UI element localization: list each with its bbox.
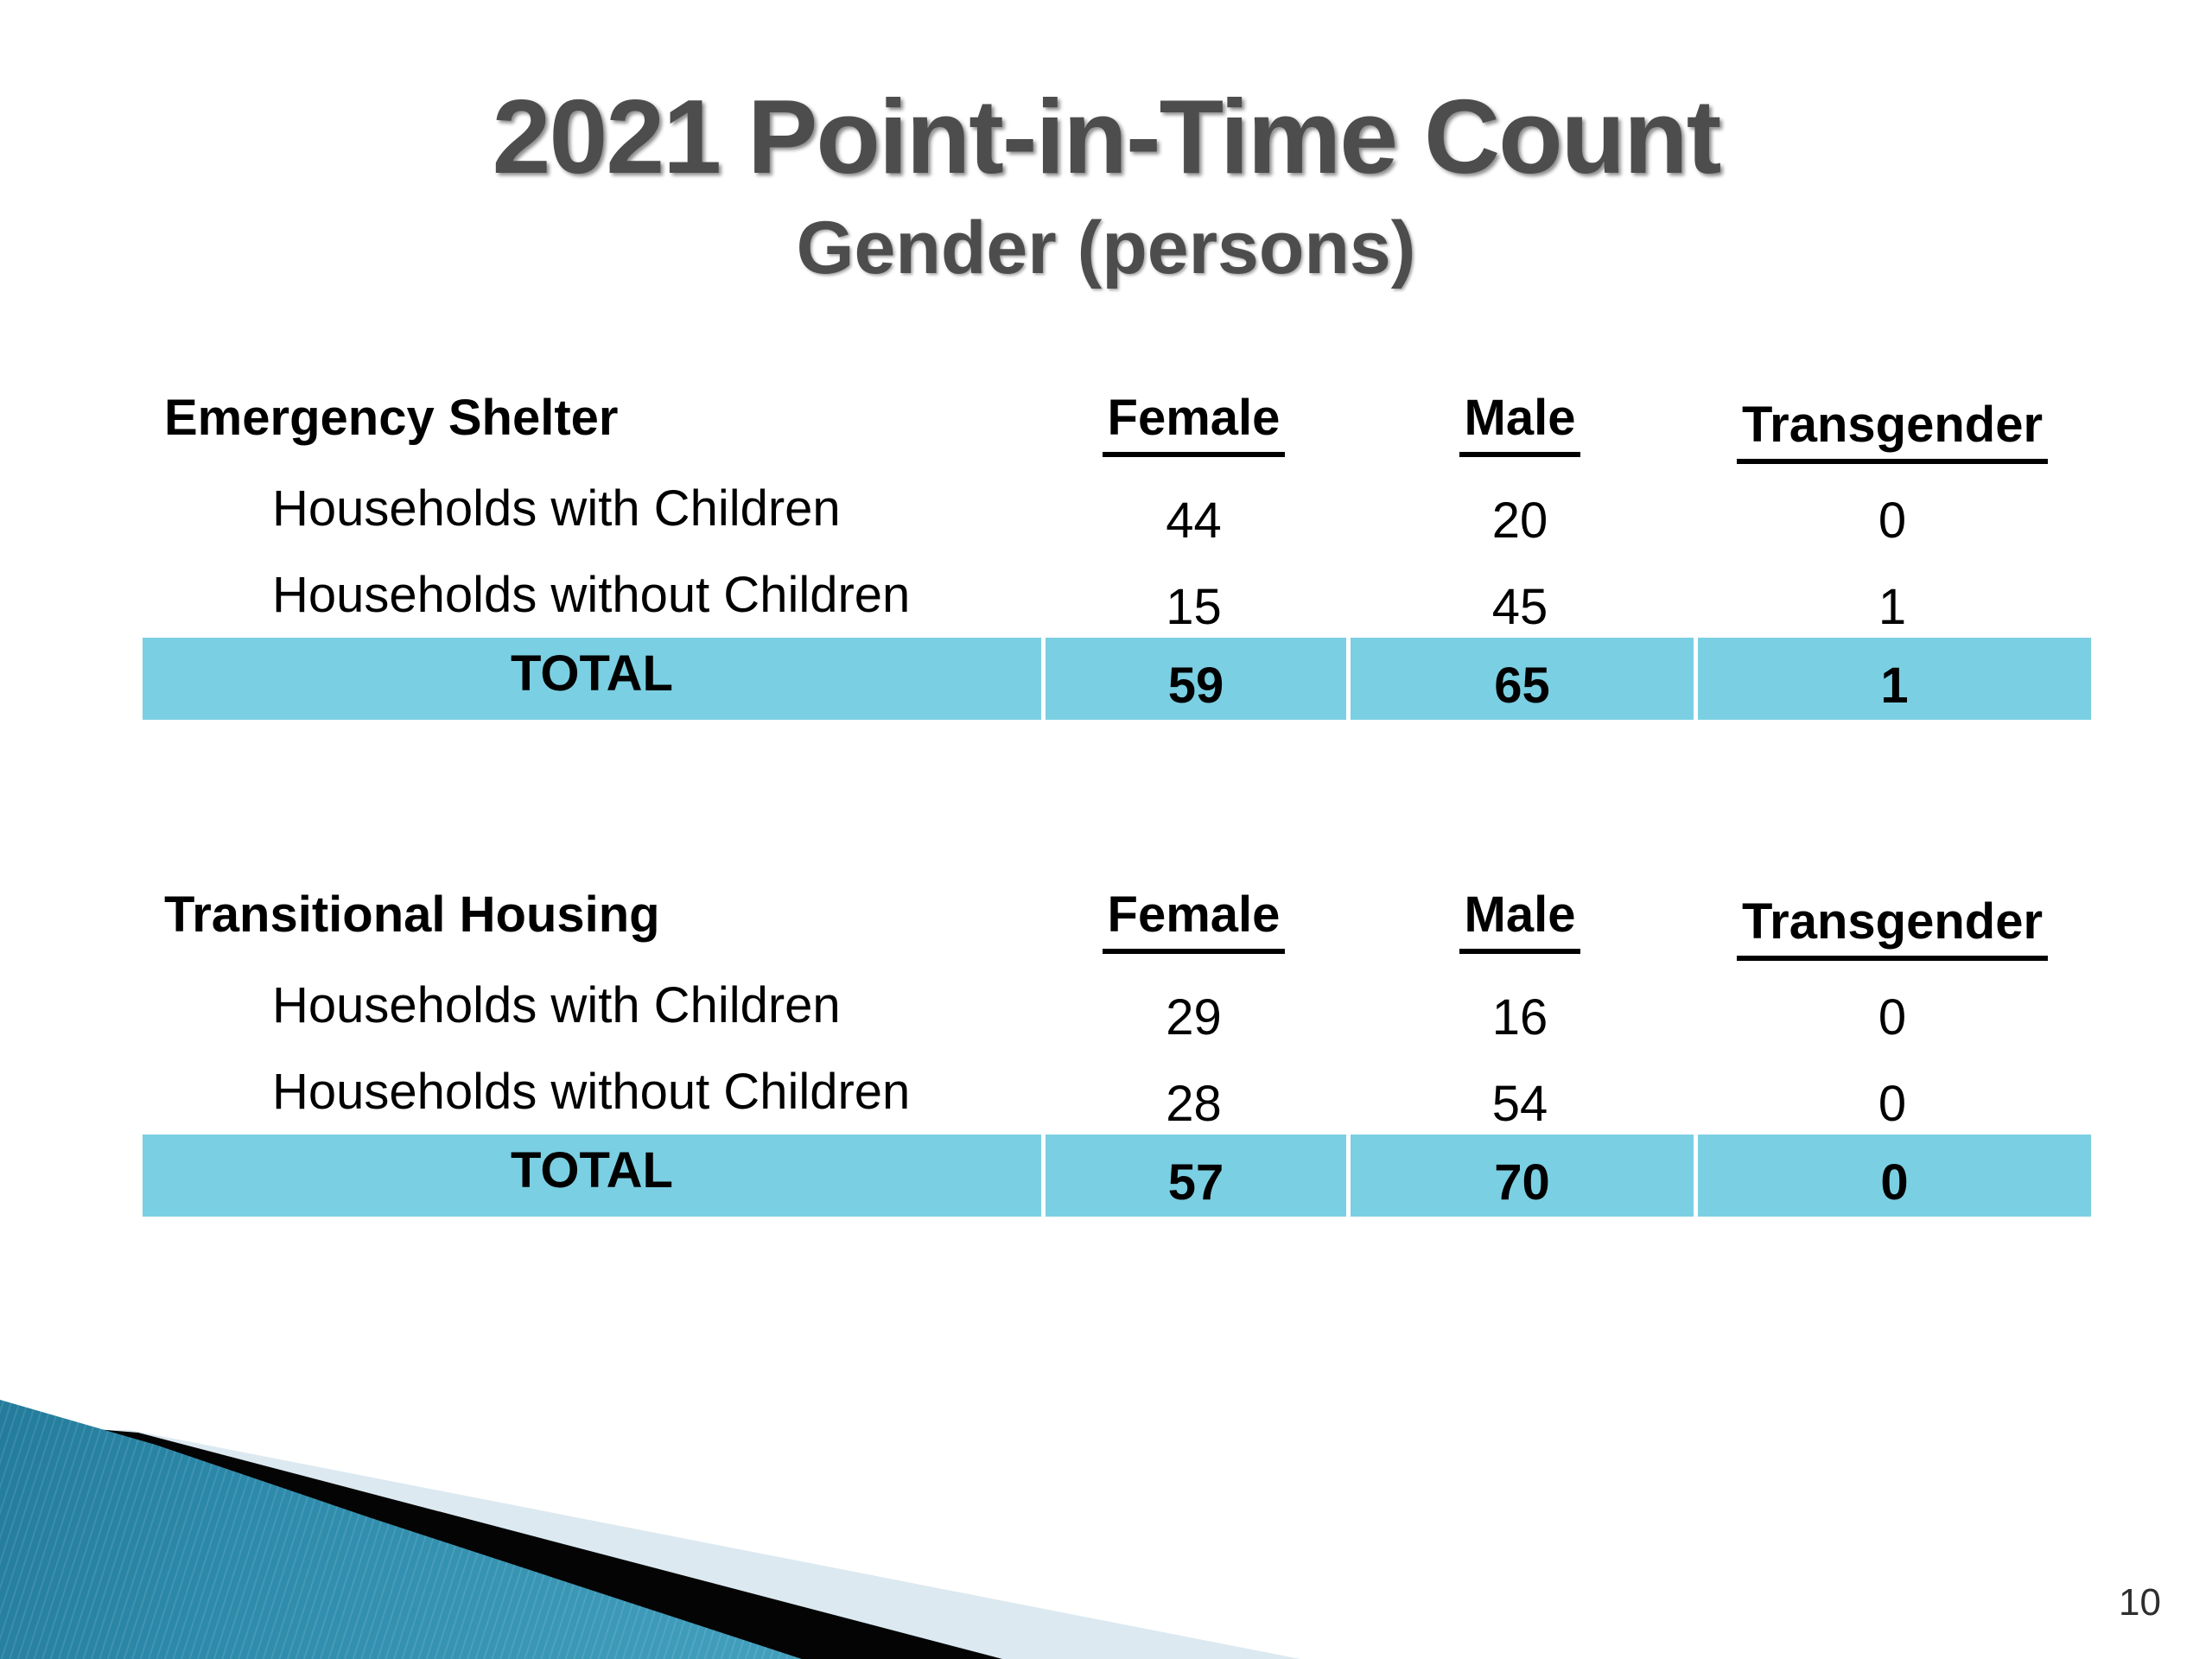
- total-label: TOTAL: [143, 638, 1041, 720]
- section-title: Emergency Shelter: [164, 390, 619, 446]
- total-value: 0: [1694, 1135, 2091, 1217]
- cell-value: 45: [1491, 579, 1548, 635]
- row-label: Households with Children: [272, 480, 841, 537]
- table-header-row: Transitional Housing Female Male Transge…: [143, 886, 2091, 976]
- total-value: 65: [1346, 638, 1694, 720]
- row-label: Households without Children: [272, 567, 911, 623]
- section-title: Transitional Housing: [164, 887, 660, 943]
- cell-value: 1: [1878, 579, 1907, 635]
- cell-value: 29: [1166, 989, 1222, 1046]
- page-number: 10: [2119, 1581, 2161, 1624]
- cell-value: 28: [1166, 1076, 1222, 1132]
- cell-value: 0: [1878, 989, 1907, 1046]
- column-header-male: Male: [1346, 389, 1694, 457]
- slide-subtitle: Gender (persons): [796, 207, 1416, 289]
- total-value: 70: [1346, 1135, 1694, 1217]
- table-row: Households without Children 15 45 1: [143, 566, 2091, 638]
- cell-value: 16: [1491, 989, 1548, 1046]
- table-row: Households with Children 44 20 0: [143, 480, 2091, 566]
- table-row: Households without Children 28 54 0: [143, 1063, 2091, 1135]
- transitional-housing-table: Transitional Housing Female Male Transge…: [143, 886, 2091, 1217]
- cell-value: 0: [1878, 493, 1907, 549]
- total-row: TOTAL 59 65 1: [143, 638, 2091, 720]
- cell-value: 54: [1491, 1076, 1548, 1132]
- total-value: 57: [1041, 1135, 1346, 1217]
- column-header-transgender: Transgender: [1694, 389, 2091, 464]
- row-label: Households without Children: [272, 1064, 911, 1120]
- total-value: 59: [1041, 638, 1346, 720]
- table-header-row: Emergency Shelter Female Male Transgende…: [143, 389, 2091, 480]
- cell-value: 20: [1491, 493, 1548, 549]
- cell-value: 15: [1166, 579, 1222, 635]
- total-row: TOTAL 57 70 0: [143, 1135, 2091, 1217]
- total-value: 1: [1694, 638, 2091, 720]
- cell-value: 0: [1878, 1076, 1907, 1132]
- column-header-female: Female: [1041, 886, 1346, 954]
- total-label: TOTAL: [143, 1135, 1041, 1217]
- emergency-shelter-table: Emergency Shelter Female Male Transgende…: [143, 389, 2091, 720]
- row-label: Households with Children: [272, 977, 841, 1033]
- column-header-male: Male: [1346, 886, 1694, 954]
- table-row: Households with Children 29 16 0: [143, 976, 2091, 1063]
- column-header-female: Female: [1041, 389, 1346, 457]
- slide-title: 2021 Point-in-Time Count: [492, 78, 1722, 195]
- cell-value: 44: [1166, 493, 1222, 549]
- column-header-transgender: Transgender: [1694, 886, 2091, 961]
